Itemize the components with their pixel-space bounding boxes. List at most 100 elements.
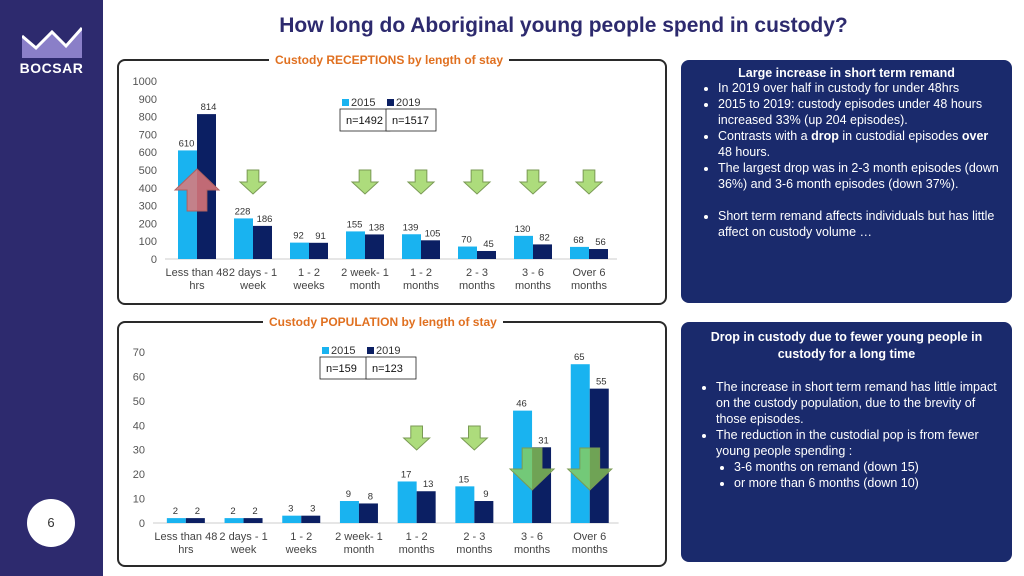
info-bullet-text: Contrasts with a [718,129,812,143]
info-bullet: 3-6 months on remand (down 15) [734,459,1004,475]
down-arrow-icon [402,425,431,451]
info-panel-remand: Large increase in short term remand In 2… [681,60,1012,303]
bar-2015 [570,364,590,523]
data-label: 56 [595,237,606,248]
info-bullet: The largest drop was in 2-3 month episod… [718,160,1002,192]
bar-2019 [243,518,263,523]
data-label: 228 [235,206,251,217]
y-tick-label: 400 [139,183,157,195]
data-label: 17 [401,469,412,480]
data-label: 65 [574,352,585,363]
info-bullet-text: The increase in short term remand has li… [716,380,997,426]
bar-2019 [185,518,205,523]
data-label: 55 [596,377,607,388]
bar-2015 [234,218,253,259]
data-label: 15 [459,474,470,485]
bar-2019 [358,503,378,523]
data-label: 610 [179,138,195,149]
x-tick-label: 3 - 6 months [514,531,551,556]
bar-2019 [309,242,328,259]
y-tick-label: 200 [139,218,157,230]
y-tick-label: 600 [139,147,157,159]
y-tick-label: 0 [139,518,145,530]
y-tick-label: 500 [139,165,157,177]
bar-2015 [514,235,533,259]
up-arrow-icon [173,168,221,212]
down-arrow-icon [574,169,604,195]
info-bullet-text: The largest drop was in 2-3 month episod… [718,161,999,191]
x-tick-label: 2 week- 1 month [341,267,389,292]
y-tick-label: 100 [139,236,157,248]
down-arrow-icon [350,169,380,195]
page-number: 6 [27,499,75,547]
data-label: 814 [201,102,217,113]
data-label: 3 [288,504,293,515]
bar-2015 [339,501,359,523]
info-heading: Large increase in short term remand [738,66,955,80]
down-arrow-icon [238,169,268,195]
x-tick-label: 1 - 2 months [399,531,436,556]
n-count-box [385,108,437,132]
legend-swatch-2015 [322,347,329,354]
n-count: n=1492 [346,115,383,127]
x-tick-label: Less than 48 hrs [154,531,217,556]
data-label: 8 [368,491,373,502]
info-bullet: Contrasts with a drop in custodial episo… [718,128,1002,160]
info-bullet-text: or more than 6 months (down 10) [734,476,919,490]
bar-2019 [533,244,552,259]
data-label: 68 [573,235,584,246]
y-tick-label: 700 [139,129,157,141]
data-label: 139 [403,222,419,233]
n-count: n=123 [372,363,403,375]
legend-label: 2015 [331,345,355,357]
legend-swatch-2015 [342,99,349,106]
x-tick-label: 3 - 6 months [515,267,552,292]
y-tick-label: 20 [133,469,145,481]
down-arrow-icon [566,447,613,491]
info-bullet: or more than 6 months (down 10) [734,475,1004,491]
data-label: 105 [425,228,441,239]
data-label: 2 [252,506,257,517]
y-tick-label: 900 [139,94,157,106]
bar-2015 [455,486,475,523]
info-sub-bullet-list: 3-6 months on remand (down 15) or more th… [689,459,1004,491]
info-heading: Drop in custody due to fewer young peopl… [710,330,983,361]
down-arrow-icon [460,425,489,451]
x-tick-label: Less than 48 hrs [166,267,229,292]
bar-2019 [253,225,272,259]
y-tick-label: 300 [139,201,157,213]
bar-2015 [282,515,302,523]
bar-2015 [458,246,477,259]
info-bullet: 2015 to 2019: custody episodes under 48 … [718,96,1002,128]
data-label: 9 [346,489,351,500]
bocsar-logo-icon [22,27,82,58]
y-tick-label: 70 [133,347,145,359]
down-arrow-icon [406,169,436,195]
info-bullet-text: In 2019 over half in custody for under 4… [718,81,960,95]
data-label: 155 [347,219,363,230]
bar-2015 [224,518,244,523]
data-label: 70 [461,235,472,246]
info-bullet-text: drop [811,129,839,143]
legend-label: 2015 [351,97,375,109]
bar-2015 [397,481,417,523]
info-bullet-text: 48 hours. [718,145,771,159]
data-label: 138 [369,222,385,233]
n-count: n=1517 [392,115,429,127]
data-label: 91 [315,231,326,242]
info-bullet-list: The increase in short term remand has li… [689,379,1004,459]
bar-2019 [421,240,440,259]
bar-2019 [416,491,436,523]
data-label: 2 [230,506,235,517]
bar-2015 [290,242,309,259]
page-title: How long do Aboriginal young people spen… [279,14,848,37]
data-label: 130 [515,224,531,235]
info-bullet: In 2019 over half in custody for under 4… [718,80,1002,96]
x-tick-label: 2 - 3 months [456,531,493,556]
data-label: 45 [483,239,494,250]
x-tick-label: Over 6 months [572,531,609,556]
legend-swatch-2019 [367,347,374,354]
bar-2019 [589,249,608,259]
info-bullet-text: Short term remand affects individuals bu… [718,209,995,239]
data-label: 186 [257,214,273,225]
